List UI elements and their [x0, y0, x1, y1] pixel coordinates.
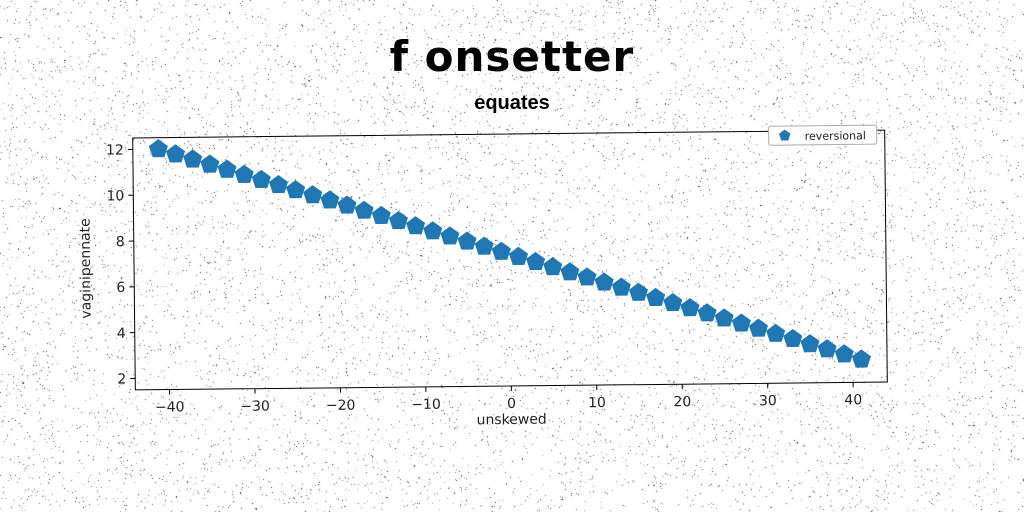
y-tick-label: 8	[116, 234, 125, 250]
data-point	[440, 226, 460, 245]
data-point	[577, 267, 597, 286]
data-point	[611, 277, 631, 296]
data-point	[457, 231, 477, 250]
data-point	[388, 210, 408, 230]
x-tick-label: −40	[155, 399, 185, 415]
data-point	[491, 241, 511, 260]
data-point	[766, 323, 786, 342]
data-point	[217, 159, 237, 178]
data-point	[423, 221, 443, 240]
data-point	[268, 175, 288, 194]
y-tick-label: 10	[106, 188, 124, 204]
data-point	[508, 246, 529, 265]
data-point	[371, 205, 391, 225]
x-tick-label: 10	[588, 395, 606, 411]
x-tick-label: −20	[326, 398, 356, 414]
data-point	[183, 149, 203, 168]
data-series	[148, 139, 871, 368]
x-tick-label: 0	[507, 396, 516, 412]
data-point	[354, 200, 374, 219]
data-point	[851, 349, 871, 368]
x-tick-label: −30	[240, 399, 270, 415]
chart-subtitle: equates	[474, 92, 550, 114]
data-point	[320, 190, 340, 209]
data-point	[697, 303, 717, 322]
data-point	[817, 339, 837, 358]
legend: reversional	[768, 124, 878, 146]
data-point	[714, 308, 734, 327]
data-point	[663, 292, 683, 312]
data-point	[286, 180, 306, 199]
data-point	[251, 169, 271, 189]
data-point	[166, 144, 186, 163]
y-axis-label: vaginipennate	[78, 218, 95, 319]
data-point	[560, 262, 580, 281]
data-point	[406, 216, 426, 235]
data-point	[783, 328, 803, 348]
data-point	[303, 185, 323, 204]
legend-box	[768, 124, 878, 146]
data-point	[148, 139, 168, 158]
x-tick-label: 20	[673, 394, 691, 410]
data-point	[800, 334, 820, 353]
y-tick-label: 12	[106, 142, 124, 158]
data-point	[474, 236, 494, 255]
x-tick-label: −10	[411, 397, 441, 413]
y-tick-label: 6	[116, 280, 125, 296]
data-point	[834, 344, 854, 363]
data-point	[646, 287, 666, 307]
legend-label: reversional	[805, 129, 866, 143]
y-tick-label: 2	[117, 372, 126, 388]
data-point	[594, 272, 614, 291]
axis-ticks: −40 −30 −20 −10 0 10 20 30 40 2 4 6 8 10 12	[106, 142, 862, 415]
data-point	[543, 257, 563, 276]
data-point	[234, 164, 254, 183]
data-point	[526, 251, 546, 271]
x-tick-label: 40	[844, 392, 862, 408]
data-point	[337, 195, 357, 214]
y-tick-label: 4	[117, 326, 126, 342]
data-point	[749, 318, 769, 337]
data-point	[629, 282, 649, 301]
data-point	[680, 298, 700, 317]
chart-title: f onsetter	[389, 32, 635, 81]
data-point	[731, 313, 751, 332]
x-axis-label: unskewed	[476, 412, 546, 429]
x-tick-label: 30	[759, 393, 777, 409]
data-point	[200, 154, 220, 173]
legend-marker	[778, 129, 791, 141]
